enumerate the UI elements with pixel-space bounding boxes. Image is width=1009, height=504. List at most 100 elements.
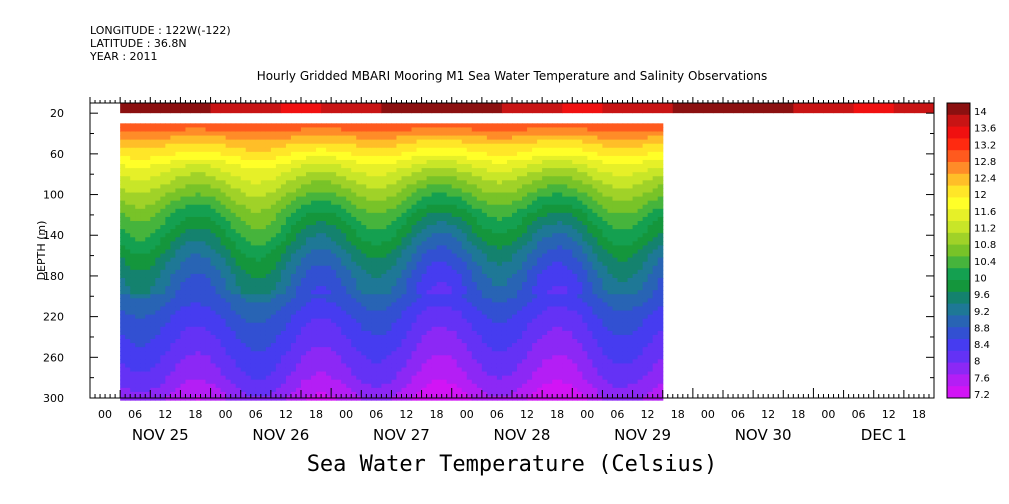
heatmap-cell	[140, 208, 146, 214]
heatmap-cell	[351, 225, 357, 230]
heatmap-cell	[205, 371, 212, 377]
heatmap-cell	[376, 200, 382, 206]
heatmap-cell	[461, 273, 468, 279]
heatmap-cell	[476, 379, 483, 385]
heatmap-cell	[326, 143, 332, 149]
heatmap-cell	[461, 294, 468, 299]
heatmap-cell	[175, 225, 182, 230]
heatmap-cell	[285, 273, 292, 279]
heatmap-cell	[240, 164, 247, 169]
heatmap-cell	[321, 168, 327, 173]
heatmap-cell	[125, 257, 131, 263]
heatmap-cell	[250, 208, 257, 214]
heatmap-cell	[361, 277, 367, 283]
heatmap-cell	[386, 168, 393, 173]
heatmap-cell	[225, 245, 232, 251]
heatmap-cell	[341, 379, 347, 385]
heatmap-cell	[366, 139, 372, 145]
heatmap-cell	[270, 387, 277, 393]
heatmap-cell	[366, 343, 372, 348]
heatmap-cell	[135, 249, 141, 255]
heatmap-cell	[150, 334, 156, 340]
heatmap-cell	[215, 212, 222, 218]
heatmap-cell	[195, 375, 202, 381]
heatmap-cell	[290, 159, 297, 165]
heatmap-cell	[180, 241, 187, 247]
heatmap-cell	[190, 131, 197, 137]
surface-cell	[441, 103, 453, 114]
heatmap-cell	[331, 188, 337, 194]
heatmap-cell	[135, 208, 141, 214]
surface-cell	[773, 103, 784, 114]
heatmap-cell	[416, 347, 423, 352]
heatmap-cell	[311, 184, 317, 190]
heatmap-cell	[185, 180, 192, 185]
surface-cell	[210, 103, 222, 114]
heatmap-cell	[466, 123, 473, 129]
heatmap-cell	[265, 306, 272, 312]
heatmap-cell	[366, 212, 372, 218]
heatmap-cell	[210, 273, 217, 279]
heatmap-cell	[280, 212, 287, 218]
heatmap-cell	[140, 143, 146, 149]
heatmap-cell	[391, 310, 398, 316]
heatmap-cell	[265, 347, 272, 352]
heatmap-cell	[250, 253, 257, 259]
heatmap-cell	[346, 339, 352, 344]
heatmap-cell	[376, 261, 382, 267]
heatmap-cell	[210, 168, 217, 173]
heatmap-cell	[381, 351, 388, 356]
heatmap-cell	[280, 180, 287, 185]
heatmap-cell	[386, 383, 393, 389]
heatmap-cell	[205, 127, 212, 133]
heatmap-cell	[250, 355, 257, 360]
heatmap-cell	[416, 208, 423, 214]
heatmap-cell	[416, 180, 423, 185]
heatmap-cell	[265, 371, 272, 377]
heatmap-cell	[386, 330, 393, 336]
heatmap-cell	[275, 155, 282, 161]
heatmap-cell	[381, 343, 388, 348]
heatmap-cell	[321, 273, 327, 279]
heatmap-cell	[416, 168, 423, 173]
heatmap-cell	[235, 277, 242, 283]
heatmap-cell	[275, 265, 282, 271]
heatmap-cell	[145, 277, 151, 283]
heatmap-cell	[165, 330, 171, 336]
heatmap-cell	[270, 290, 277, 295]
heatmap-cell	[205, 355, 212, 360]
heatmap-cell	[230, 135, 237, 141]
heatmap-cell	[210, 135, 217, 141]
heatmap-cell	[456, 212, 463, 218]
heatmap-cell	[336, 355, 342, 360]
heatmap-cell	[120, 233, 126, 238]
heatmap-cell	[205, 306, 212, 312]
heatmap-cell	[185, 188, 192, 194]
heatmap-cell	[260, 261, 267, 267]
heatmap-cell	[361, 269, 367, 275]
heatmap-cell	[431, 253, 438, 259]
heatmap-cell	[225, 367, 232, 373]
heatmap-cell	[396, 314, 403, 320]
heatmap-cell	[290, 355, 297, 360]
heatmap-cell	[200, 273, 207, 279]
heatmap-cell	[446, 290, 453, 295]
heatmap-cell	[371, 225, 377, 230]
heatmap-cell	[446, 339, 453, 344]
heatmap-cell	[165, 387, 171, 393]
heatmap-cell	[391, 159, 398, 165]
heatmap-cell	[295, 131, 302, 137]
surface-cell	[622, 103, 634, 114]
heatmap-cell	[220, 334, 227, 340]
surface-cell	[200, 103, 212, 114]
heatmap-cell	[436, 351, 443, 356]
heatmap-cell	[235, 253, 242, 259]
heatmap-cell	[336, 221, 342, 226]
heatmap-cell	[396, 176, 403, 181]
heatmap-cell	[476, 139, 483, 145]
heatmap-cell	[441, 286, 448, 291]
heatmap-cell	[230, 192, 237, 198]
heatmap-cell	[205, 318, 212, 324]
heatmap-cell	[280, 253, 287, 259]
